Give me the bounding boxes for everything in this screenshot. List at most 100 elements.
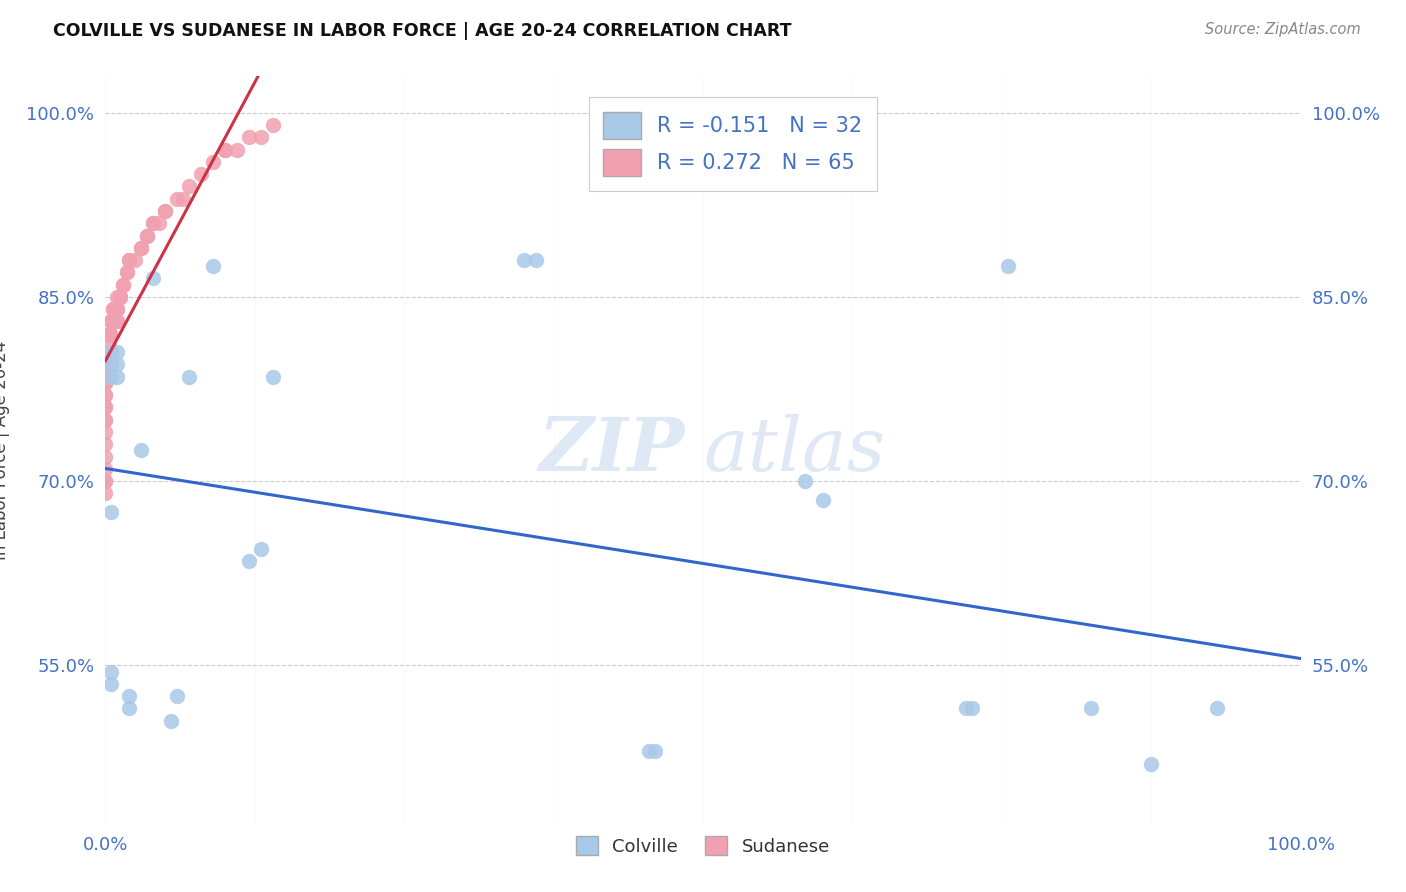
Point (644, 744, 666, 758)
Point (142, 216, 165, 230)
Point (960, 701, 983, 715)
Point (108, 290, 131, 304)
Point (136, 228, 159, 243)
Point (100, 369, 122, 384)
Point (100, 314, 122, 328)
Point (793, 474, 815, 488)
Point (94, 401, 117, 415)
Point (250, 541, 273, 556)
Point (190, 167, 212, 181)
Point (104, 302, 127, 317)
Point (250, 130, 273, 145)
Point (118, 701, 141, 715)
Point (1140, 756, 1163, 771)
Point (262, 369, 284, 384)
Point (107, 369, 129, 384)
Point (166, 192, 188, 206)
Point (177, 369, 201, 384)
Point (118, 689, 141, 703)
Point (107, 345, 129, 359)
Point (153, 203, 177, 218)
Point (124, 253, 146, 268)
Point (94, 363, 117, 377)
Point (94, 376, 117, 390)
Point (115, 265, 138, 279)
Point (98, 339, 121, 353)
Point (100, 314, 122, 328)
Text: atlas: atlas (703, 414, 886, 487)
Point (955, 701, 977, 715)
Point (513, 253, 536, 268)
Point (100, 345, 122, 359)
Point (107, 302, 129, 317)
Point (98, 326, 121, 341)
Point (98, 326, 121, 341)
Point (94, 351, 117, 366)
Point (94, 474, 117, 488)
Point (1206, 701, 1229, 715)
Point (129, 443, 153, 458)
Point (107, 302, 129, 317)
Point (129, 241, 153, 255)
Point (142, 271, 165, 285)
Point (94, 474, 117, 488)
Point (94, 388, 117, 402)
Point (638, 744, 661, 758)
Point (107, 314, 129, 328)
Point (100, 358, 122, 372)
Point (148, 216, 170, 230)
Point (108, 290, 131, 304)
Point (101, 302, 124, 317)
Point (94, 351, 117, 366)
Point (997, 259, 1019, 273)
Point (94, 413, 117, 427)
Point (238, 554, 260, 568)
Point (262, 118, 284, 132)
Text: Source: ZipAtlas.com: Source: ZipAtlas.com (1205, 22, 1361, 37)
Point (94, 486, 117, 500)
Point (202, 259, 225, 273)
Y-axis label: In Labor Force | Age 20-24: In Labor Force | Age 20-24 (0, 341, 10, 560)
Point (112, 277, 135, 292)
Point (112, 277, 135, 292)
Point (94, 376, 117, 390)
Point (160, 714, 183, 728)
Text: COLVILLE VS SUDANESE IN LABOR FORCE | AGE 20-24 CORRELATION CHART: COLVILLE VS SUDANESE IN LABOR FORCE | AG… (53, 22, 792, 40)
Point (94, 413, 117, 427)
Point (100, 314, 122, 328)
Point (107, 314, 129, 328)
Point (115, 265, 138, 279)
Point (142, 216, 165, 230)
Point (177, 179, 201, 194)
Point (118, 253, 141, 268)
Legend: Colville, Sudanese: Colville, Sudanese (567, 828, 839, 864)
Point (100, 505, 122, 519)
Point (172, 192, 194, 206)
Point (214, 143, 236, 157)
Text: ZIP: ZIP (538, 414, 685, 487)
Point (1080, 701, 1102, 715)
Point (94, 437, 117, 451)
Point (136, 228, 159, 243)
Point (94, 450, 117, 464)
Point (524, 253, 547, 268)
Point (225, 143, 249, 157)
Point (153, 203, 177, 218)
Point (94, 462, 117, 476)
Point (101, 302, 124, 317)
Point (107, 358, 129, 372)
Point (100, 677, 122, 691)
Point (98, 326, 121, 341)
Point (100, 665, 122, 679)
Point (129, 241, 153, 255)
Point (94, 363, 117, 377)
Point (202, 154, 225, 169)
Point (94, 388, 117, 402)
Point (94, 351, 117, 366)
Point (214, 143, 236, 157)
Point (108, 290, 131, 304)
Point (166, 689, 188, 703)
Point (94, 425, 117, 439)
Point (238, 130, 260, 145)
Point (118, 253, 141, 268)
